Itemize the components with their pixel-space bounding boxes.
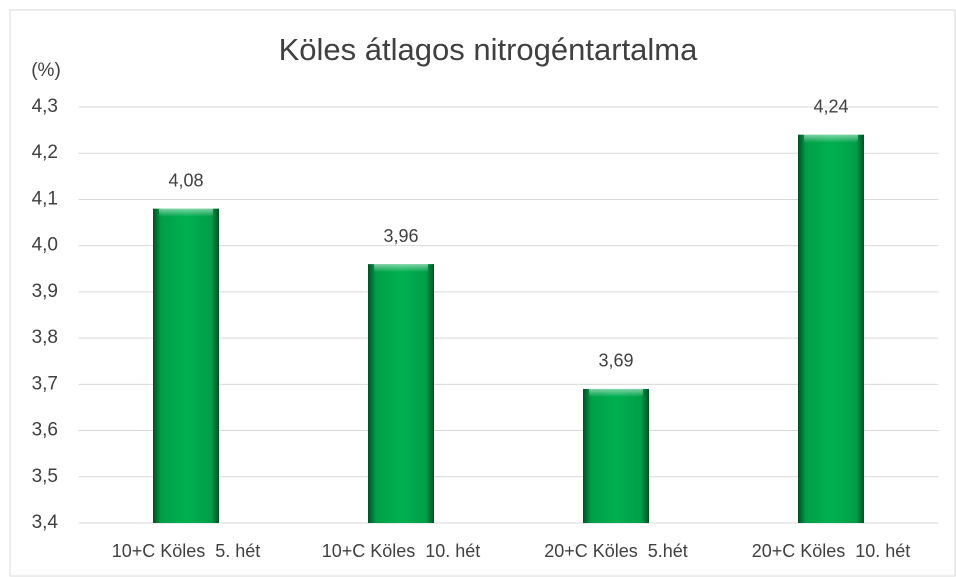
y-tick-label: 4,3 xyxy=(32,96,58,117)
y-tick-label: 4,0 xyxy=(32,235,58,256)
y-tick-label: 4,2 xyxy=(32,142,58,163)
data-label: 4,08 xyxy=(168,170,203,190)
bar-bevel xyxy=(153,208,219,523)
bar-bevel xyxy=(583,388,649,523)
bar-bevel-top xyxy=(589,388,643,397)
y-tick-label: 3,7 xyxy=(32,373,58,394)
x-tick-label: 20+C Köles 5.hét xyxy=(544,541,688,561)
y-tick-label: 3,4 xyxy=(32,512,59,533)
bar-bevel-top xyxy=(159,208,213,217)
x-tick-label: 10+C Köles 5. hét xyxy=(112,541,261,561)
bar-bevel xyxy=(798,134,864,523)
data-label: 3,69 xyxy=(598,351,633,371)
chart-title: Köles átlagos nitrogéntartalma xyxy=(279,32,699,67)
y-axis-label: (%) xyxy=(31,60,61,81)
y-tick-label: 4,1 xyxy=(32,188,58,209)
bar-bevel-top xyxy=(374,264,428,273)
data-label: 4,24 xyxy=(813,96,848,116)
x-tick-label: 10+C Köles 10. hét xyxy=(322,541,481,561)
x-tick-label: 20+C Köles 10. hét xyxy=(752,541,911,561)
data-label: 3,96 xyxy=(383,226,418,246)
bar-bevel xyxy=(368,264,434,523)
y-tick-label: 3,5 xyxy=(32,466,58,487)
y-tick-label: 3,6 xyxy=(32,420,58,441)
chart-border xyxy=(9,9,956,577)
y-tick-label: 3,9 xyxy=(32,281,58,302)
y-tick-label: 3,8 xyxy=(32,327,58,348)
bar-bevel-top xyxy=(804,134,858,143)
